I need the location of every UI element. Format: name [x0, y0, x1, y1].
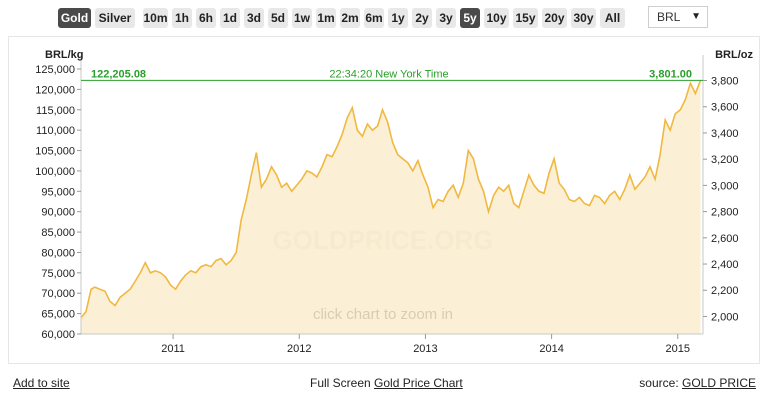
right-axis-unit: BRL/oz [715, 49, 753, 61]
right-tick-label: 2,000 [711, 311, 739, 323]
left-axis-unit: BRL/kg [45, 49, 84, 61]
left-tick-label: 120,000 [35, 84, 75, 96]
source-prefix: source: [639, 376, 682, 390]
left-tick-label: 95,000 [41, 186, 75, 198]
toolbar: Gold Silver 10m 1h 6h 1d 3d 5d 1w 1m 2m 6m 1y 2y 3y 5y 1… [0, 0, 768, 34]
gold-price-chart[interactable]: GOLDPRICE.ORG click chart to zoom in 60,… [9, 37, 759, 363]
currency-select[interactable]: BRL ▼ [648, 6, 708, 28]
metal-button-silver[interactable]: Silver [95, 8, 135, 28]
range-button-1d[interactable]: 1d [220, 8, 240, 28]
right-axis: 2,000 2,200 2,400 2,600 2,800 3,000 3,200 3,400… [702, 55, 739, 334]
currency-select-value: BRL [657, 10, 681, 24]
range-button-1m[interactable]: 1m [316, 8, 336, 28]
chart-panel[interactable]: GOLDPRICE.ORG click chart to zoom in 60,… [8, 36, 760, 364]
x-tick-label: 2011 [161, 343, 185, 355]
left-tick-label: 85,000 [41, 227, 75, 239]
right-tick-label: 2,400 [711, 259, 739, 271]
range-button-15y[interactable]: 15y [513, 8, 538, 28]
price-area [81, 80, 701, 335]
right-tick-label: 3,200 [711, 154, 739, 166]
left-tick-label: 80,000 [41, 247, 75, 259]
timestamp: 22:34:20 New York Time [329, 68, 448, 80]
range-button-3d[interactable]: 3d [244, 8, 264, 28]
left-tick-label: 60,000 [41, 329, 75, 341]
left-tick-label: 125,000 [35, 64, 75, 76]
right-tick-label: 3,800 [711, 76, 739, 88]
left-tick-label: 100,000 [35, 166, 75, 178]
full-screen-text: Full Screen Gold Price Chart [310, 376, 463, 390]
source-text: source: GOLD PRICE [639, 376, 756, 390]
range-button-2m[interactable]: 2m [340, 8, 360, 28]
watermark: GOLDPRICE.ORG [272, 225, 493, 255]
range-button-30y[interactable]: 30y [571, 8, 596, 28]
range-button-6m[interactable]: 6m [364, 8, 384, 28]
chevron-down-icon: ▼ [691, 11, 701, 22]
x-tick-label: 2013 [413, 343, 437, 355]
current-price-oz: 3,801.00 [649, 68, 692, 80]
range-button-3y[interactable]: 3y [436, 8, 456, 28]
right-tick-label: 2,200 [711, 285, 739, 297]
range-button-10m[interactable]: 10m [143, 8, 168, 28]
left-tick-label: 105,000 [35, 146, 75, 158]
right-tick-label: 3,000 [711, 180, 739, 192]
range-button-all[interactable]: All [600, 8, 625, 28]
left-tick-label: 70,000 [41, 288, 75, 300]
x-tick-label: 2015 [666, 343, 690, 355]
gold-price-source-link[interactable]: GOLD PRICE [681, 376, 756, 390]
full-screen-prefix: Full Screen [310, 376, 375, 390]
left-tick-label: 115,000 [36, 105, 75, 117]
left-tick-label: 90,000 [41, 207, 75, 219]
zoom-hint: click chart to zoom in [313, 306, 453, 323]
current-price-kg: 122,205.08 [91, 68, 146, 80]
x-tick-label: 2014 [539, 343, 563, 355]
left-axis: 60,000 65,000 70,000 75,000 80,000 85,000 90,0… [35, 55, 82, 341]
left-tick-label: 65,000 [41, 309, 75, 321]
metal-button-gold[interactable]: Gold [58, 8, 91, 28]
range-button-1y[interactable]: 1y [388, 8, 408, 28]
footer: Add to site Full Screen Gold Price Chart… [0, 368, 768, 400]
range-button-10y[interactable]: 10y [484, 8, 509, 28]
range-button-5d[interactable]: 5d [268, 8, 288, 28]
right-tick-label: 3,600 [711, 102, 739, 114]
range-button-1h[interactable]: 1h [172, 8, 192, 28]
add-to-site-link[interactable]: Add to site [13, 376, 70, 390]
range-button-1w[interactable]: 1w [292, 8, 312, 28]
range-button-5y[interactable]: 5y [460, 8, 480, 28]
range-button-6h[interactable]: 6h [196, 8, 216, 28]
x-axis: 2011 2012 2013 2014 2015 [81, 333, 703, 355]
right-tick-label: 2,600 [711, 233, 739, 245]
right-tick-label: 3,400 [711, 128, 739, 140]
range-button-2y[interactable]: 2y [412, 8, 432, 28]
left-tick-label: 110,000 [36, 125, 75, 137]
range-button-20y[interactable]: 20y [542, 8, 567, 28]
left-tick-label: 75,000 [41, 268, 75, 280]
right-tick-label: 2,800 [711, 207, 739, 219]
price-line [80, 80, 702, 319]
x-tick-label: 2012 [287, 343, 311, 355]
gold-price-chart-link[interactable]: Gold Price Chart [374, 376, 463, 390]
